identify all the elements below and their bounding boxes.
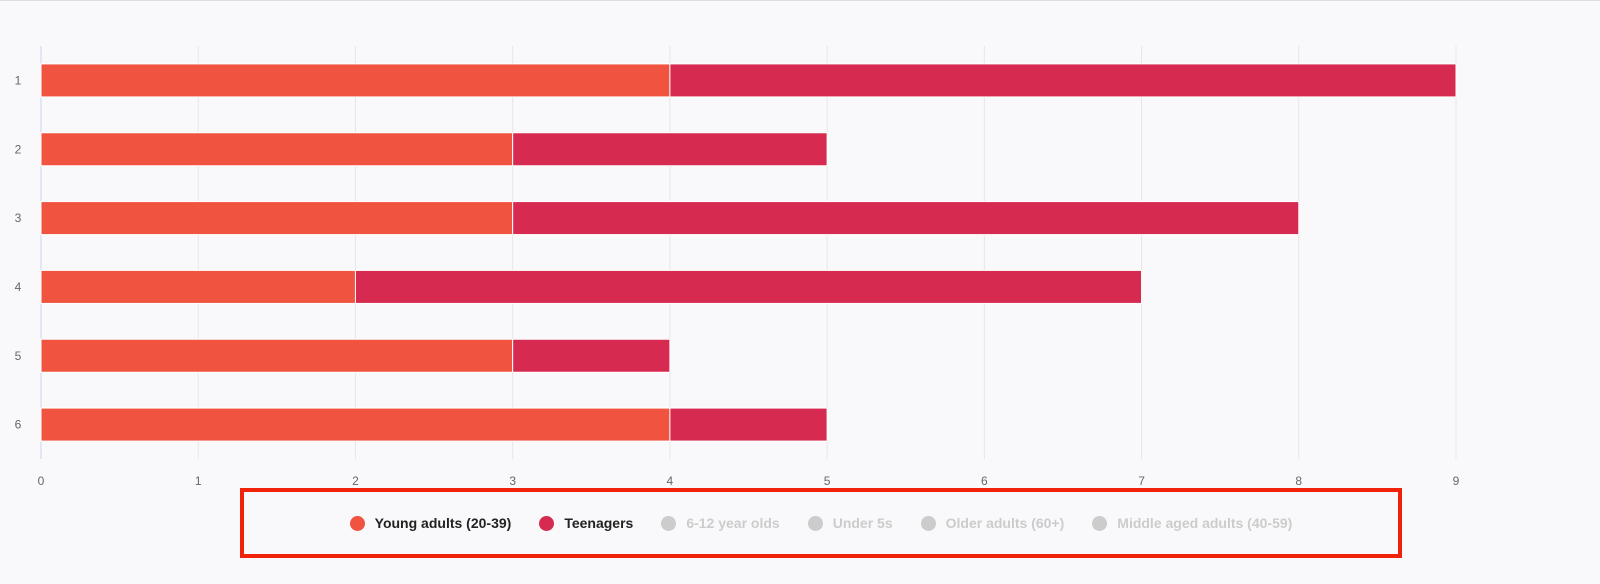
y-tick-label: 3: [15, 211, 22, 225]
legend-item[interactable]: Middle aged adults (40-59): [1092, 515, 1292, 531]
bar-segment: [354, 269, 1143, 304]
bar-segment: [669, 63, 1457, 98]
bar-segment: [40, 201, 514, 236]
chart-legend: Young adults (20-39) Teenagers 6-12 year o…: [240, 488, 1402, 558]
y-tick-label: 2: [15, 142, 22, 156]
x-tick-label: 9: [1453, 474, 1460, 488]
legend-label: 6-12 year olds: [686, 515, 780, 531]
x-tick-label: 7: [1138, 474, 1145, 488]
legend-marker-icon: [807, 515, 823, 531]
bar-segment: [512, 338, 671, 373]
x-tick-label: 0: [38, 474, 45, 488]
legend-item[interactable]: Under 5s: [807, 515, 893, 531]
legend-marker-icon: [349, 515, 365, 531]
legend-marker-icon: [1092, 515, 1108, 531]
legend-label: Teenagers: [564, 515, 634, 531]
y-tick-label: 5: [15, 349, 22, 363]
bar-segment: [512, 132, 828, 167]
x-tick-label: 1: [195, 474, 202, 488]
x-tick-label: 4: [667, 474, 674, 488]
legend-item[interactable]: Teenagers: [539, 515, 633, 531]
bar-segment: [40, 338, 514, 373]
legend-label: Young adults (20-39): [374, 515, 512, 531]
legend-label: Older adults (60+): [945, 515, 1065, 531]
bar-segment: [40, 269, 356, 304]
x-tick-label: 3: [509, 474, 516, 488]
y-tick-label: 6: [15, 418, 22, 432]
x-tick-label: 2: [352, 474, 359, 488]
legend-label: Middle aged adults (40-59): [1117, 515, 1293, 531]
bar-segment: [512, 201, 1300, 236]
x-tick-label: 6: [981, 474, 988, 488]
legend-item[interactable]: 6-12 year olds: [661, 515, 780, 531]
legend-item[interactable]: Older adults (60+): [920, 515, 1065, 531]
y-tick-label: 4: [15, 280, 22, 294]
legend-label: Under 5s: [832, 515, 893, 531]
legend-marker-icon: [920, 515, 936, 531]
y-tick-label: 1: [15, 73, 22, 87]
bar-segment: [40, 63, 671, 98]
bar-segment: [40, 132, 514, 167]
legend-marker-icon: [661, 515, 677, 531]
bar-segment: [40, 407, 671, 442]
legend-item[interactable]: Young adults (20-39): [349, 515, 512, 531]
bar-segment: [669, 407, 828, 442]
x-tick-label: 5: [824, 474, 831, 488]
legend-marker-icon: [539, 515, 555, 531]
x-tick-label: 8: [1295, 474, 1302, 488]
